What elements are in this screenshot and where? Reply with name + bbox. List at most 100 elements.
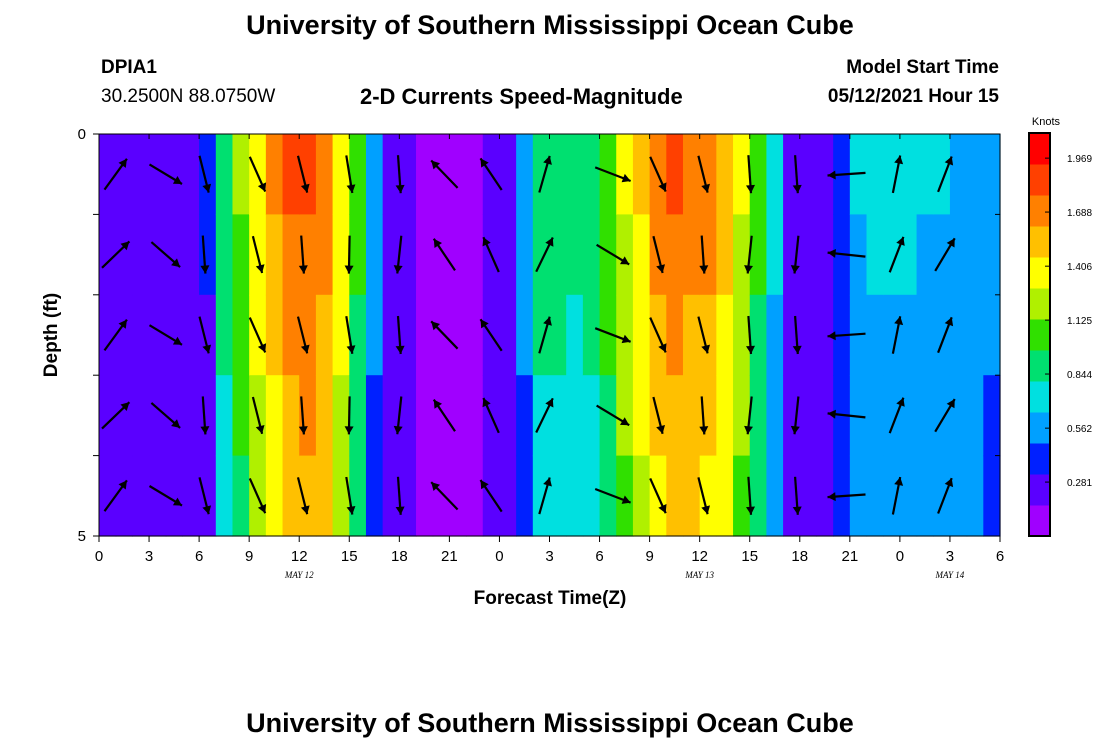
arrow-head — [298, 265, 308, 274]
heatmap-cell — [382, 375, 400, 457]
heatmap-cell — [983, 455, 1001, 537]
current-arrow — [395, 315, 405, 355]
heatmap-cell — [215, 294, 234, 376]
heatmap-cell — [666, 375, 684, 457]
heatmap-cell — [132, 294, 150, 376]
heatmap-cell — [549, 134, 567, 215]
heatmap-cell — [816, 375, 834, 457]
heatmap-cell — [382, 294, 400, 376]
heatmap-cell — [315, 455, 334, 537]
heatmap-cell — [516, 455, 534, 537]
current-arrow — [395, 476, 405, 515]
heatmap-cell — [783, 294, 801, 376]
current-arrow — [596, 404, 630, 427]
current-arrow — [891, 476, 904, 515]
current-arrow — [150, 402, 181, 429]
colorbar-swatch — [1029, 133, 1050, 165]
current-arrow — [101, 401, 131, 430]
heatmap-cell — [916, 294, 934, 376]
heatmap-cell — [766, 134, 784, 215]
heatmap-cell — [699, 375, 717, 457]
heatmap-cell — [466, 294, 484, 376]
heatmap-cell — [532, 294, 551, 376]
heatmap-cell — [883, 375, 901, 457]
current-arrow — [296, 316, 310, 354]
current-arrow — [148, 163, 183, 185]
heatmap-cell — [365, 214, 384, 296]
heatmap-cell — [682, 214, 701, 296]
x-tick-label: 12 — [691, 548, 708, 565]
x-tick-label: 6 — [996, 548, 1004, 565]
current-arrow — [479, 479, 503, 513]
heatmap-cell — [849, 294, 868, 376]
current-arrow — [296, 155, 310, 193]
arrow-head — [701, 183, 710, 193]
heatmap-cell — [666, 455, 684, 537]
x-tick-label: 21 — [441, 548, 458, 565]
heatmap-cell — [899, 134, 918, 215]
arrow-head — [656, 264, 665, 273]
heatmap-cell — [666, 134, 684, 215]
current-arrow — [746, 315, 755, 355]
heatmap-cell — [365, 294, 384, 376]
heatmap-cell — [599, 294, 617, 376]
arrow-head — [431, 321, 440, 331]
heatmap-cell — [115, 134, 133, 215]
arrow-head — [746, 345, 755, 354]
heatmap-cell — [566, 214, 584, 296]
heatmap-cell — [966, 134, 984, 215]
current-arrow — [649, 156, 667, 193]
arrow-head — [792, 184, 802, 194]
heatmap-cell — [449, 455, 467, 537]
arrow-head — [827, 492, 836, 502]
heatmap-cell — [449, 134, 467, 215]
current-arrow — [535, 397, 554, 433]
heatmap-cell — [632, 214, 651, 296]
colorbar-tick-label: 0.844 — [1067, 370, 1092, 381]
heatmap-cell — [382, 214, 400, 296]
heatmap-cell — [933, 294, 951, 376]
heatmap-cell — [499, 375, 517, 457]
arrow-head — [658, 182, 667, 192]
heatmap-cell — [949, 294, 968, 376]
current-arrow — [792, 155, 802, 194]
arrow-head — [543, 316, 552, 326]
heatmap-cell — [799, 455, 818, 537]
heatmap-cell — [432, 134, 450, 215]
x-tick-label: 9 — [245, 548, 253, 565]
arrow-head — [658, 504, 667, 514]
heatmap-cell — [165, 375, 184, 457]
arrow-head — [344, 426, 354, 435]
x-date-label: MAY 14 — [935, 570, 965, 580]
heatmap-cell — [149, 294, 167, 376]
heatmap-cell — [182, 455, 200, 537]
colorbar-swatch — [1029, 474, 1050, 506]
current-arrow — [538, 477, 552, 515]
current-arrow — [697, 316, 710, 354]
colorbar-swatch — [1029, 226, 1050, 258]
arrow-head — [944, 478, 954, 488]
heatmap-cell — [766, 294, 784, 376]
heatmap-cell — [983, 214, 1001, 296]
current-arrow — [432, 398, 456, 432]
x-tick-label: 6 — [195, 548, 203, 565]
heatmap-cell — [983, 294, 1001, 376]
current-arrow — [345, 155, 356, 194]
heatmap-cell — [866, 214, 884, 296]
current-arrow — [594, 487, 631, 504]
heatmap-cell — [916, 375, 934, 457]
heatmap-cell — [716, 455, 734, 537]
current-arrow — [148, 324, 183, 346]
heatmap-cell — [716, 375, 734, 457]
heatmap-cell — [265, 214, 284, 296]
arrow-head — [944, 156, 954, 166]
arrow-head — [790, 265, 800, 274]
current-arrow — [148, 485, 183, 507]
heatmap-cell — [215, 455, 234, 537]
arrow-head — [395, 506, 405, 515]
arrow-head — [482, 237, 491, 247]
current-arrow — [535, 237, 554, 273]
arrow-head — [202, 344, 212, 354]
heatmap-cell — [466, 375, 484, 457]
heatmap-cell — [199, 455, 217, 537]
